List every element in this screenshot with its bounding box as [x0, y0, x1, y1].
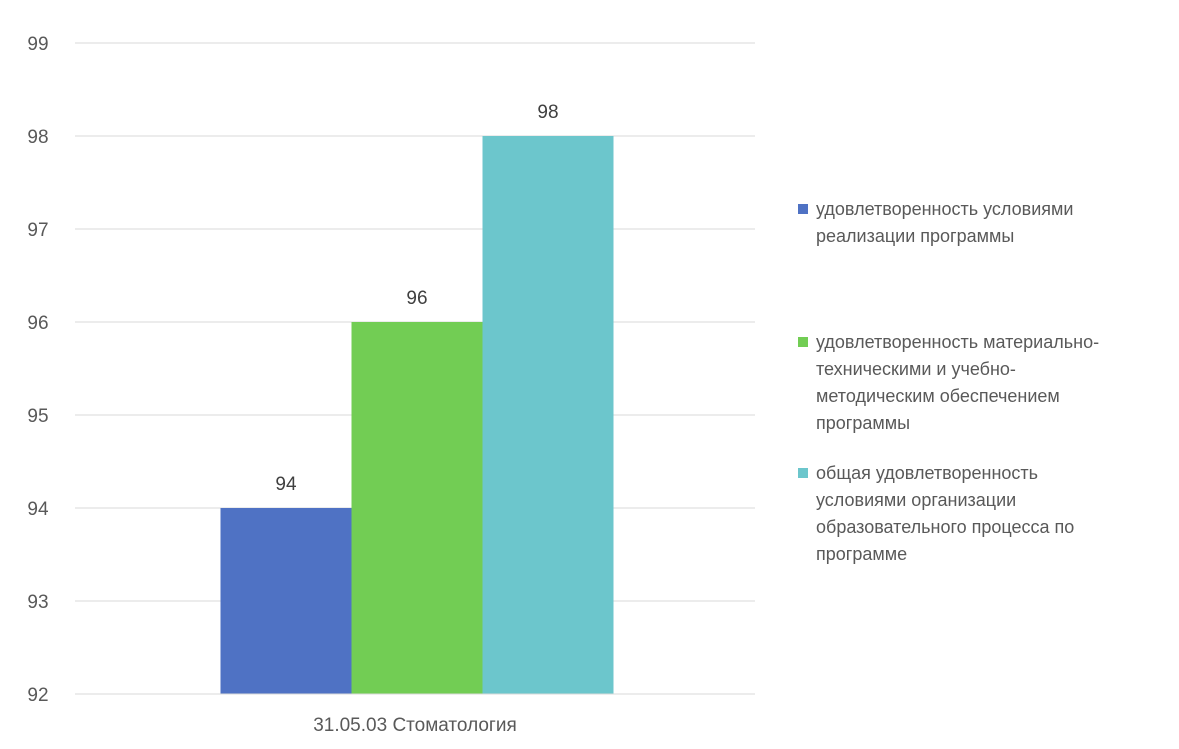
legend-swatch-overall: [798, 468, 808, 478]
legend-item-conditions: удовлетворенность условиями реализации п…: [798, 196, 1168, 250]
legend-swatch-material: [798, 337, 808, 347]
y-tick-label: 95: [27, 406, 48, 427]
y-axis: 92 93 94 95 96 97 98 99: [27, 34, 49, 706]
data-labels: 94 96 98: [275, 102, 558, 495]
legend-label-overall: общая удовлетворенность условиями органи…: [816, 463, 1075, 564]
x-tick-label: 31.05.03 Стоматология: [313, 715, 517, 736]
y-tick-label: 96: [27, 313, 48, 334]
legend-item-material: удовлетворенность материально- техническ…: [798, 329, 1168, 437]
legend-label-material: удовлетворенность материально- техническ…: [816, 332, 1100, 433]
y-tick-label: 94: [27, 499, 49, 520]
legend-swatch-conditions: [798, 204, 808, 214]
data-label: 98: [537, 102, 558, 123]
bars: [220, 136, 614, 694]
bar: [220, 508, 352, 694]
bar: [351, 322, 483, 694]
legend-label-conditions: удовлетворенность условиями реализации п…: [816, 199, 1074, 246]
data-label: 94: [275, 474, 297, 495]
x-axis: 31.05.03 Стоматология: [75, 693, 755, 736]
y-tick-label: 97: [27, 220, 48, 241]
y-tick-label: 99: [27, 34, 48, 55]
legend-item-overall: общая удовлетворенность условиями органи…: [798, 460, 1168, 568]
y-tick-label: 98: [27, 127, 48, 148]
y-tick-label: 93: [27, 592, 48, 613]
data-label: 96: [406, 288, 427, 309]
y-tick-label: 92: [27, 685, 48, 706]
bar: [482, 136, 614, 694]
